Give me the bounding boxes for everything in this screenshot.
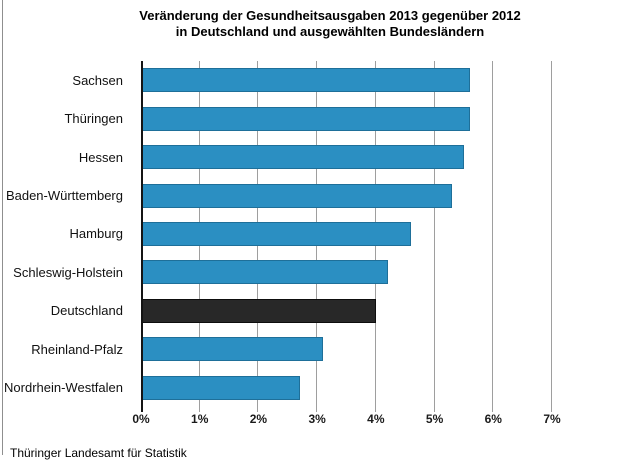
bar-row-deutschland [141,292,552,330]
bar-thuringen [141,106,470,131]
x-tick-label-6pct: 6% [484,412,502,426]
category-label-deutschland: Deutschland [50,303,123,319]
x-axis-tick-labels: 0% 1% 2% 3% 4% 5% 6% 7% [0,412,628,428]
source-note: Thüringer Landesamt für Statistik [10,446,187,460]
bar-row-baden-wurttemberg [141,176,552,214]
bar-row-rheinland-pfalz [141,330,552,368]
bar-hessen [141,145,464,170]
category-label-hamburg: Hamburg [69,226,123,242]
x-tick-label-7pct: 7% [543,412,561,426]
plot-area [141,61,552,412]
x-tick-label-5pct: 5% [425,412,444,426]
x-tick-label-2pct: 2% [249,412,268,426]
bar-baden-wurttemberg [141,183,453,208]
chart-title: Veränderung der Gesundheitsausgaben 2013… [30,8,628,40]
bar-row-sachsen [141,61,552,99]
bar-row-thuringen [141,99,552,137]
bar-row-nordrhein-westfalen [141,369,552,407]
category-label-thuringen: Thüringen [64,111,123,127]
x-tick-label-4pct: 4% [367,412,385,426]
gridline-5pct [433,61,435,412]
category-label-nordrhein-westfalen: Nordrhein-Westfalen [4,380,123,396]
x-tick-label-0pct: 0% [132,412,150,426]
x-tick-label-1pct: 1% [191,412,209,426]
category-label-sachsen: Sachsen [72,72,123,88]
bar-hamburg [141,221,412,246]
category-label-rheinland-pfalz: Rheinland-Pfalz [31,341,123,357]
bar-nordrhein-westfalen [141,375,300,400]
bar-row-hamburg [141,215,552,253]
x-tick-label-3pct: 3% [308,412,326,426]
category-label-schleswig-holstein: Schleswig-Holstein [13,264,123,280]
chart-title-line2: in Deutschland und ausgewählten Bundeslä… [175,24,485,39]
bar-row-schleswig-holstein [141,253,552,291]
gridline-6pct [492,61,494,412]
bar-series [141,61,552,407]
category-label-baden-wurttemberg: Baden-Württemberg [5,188,123,204]
gridline-7pct [551,61,552,412]
y-axis-line [141,61,143,412]
bar-sachsen [141,68,470,93]
bar-deutschland [141,298,376,323]
window-edge-line [2,0,3,455]
bar-row-hessen [141,138,552,176]
bar-rheinland-pfalz [141,337,323,362]
category-label-hessen: Hessen [78,149,123,165]
bar-schleswig-holstein [141,260,388,285]
category-axis-labels: Sachsen Thüringen Hessen Baden-Württemberg H… [0,61,132,407]
chart-title-line1: Veränderung der Gesundheitsausgaben 2013… [139,8,521,23]
